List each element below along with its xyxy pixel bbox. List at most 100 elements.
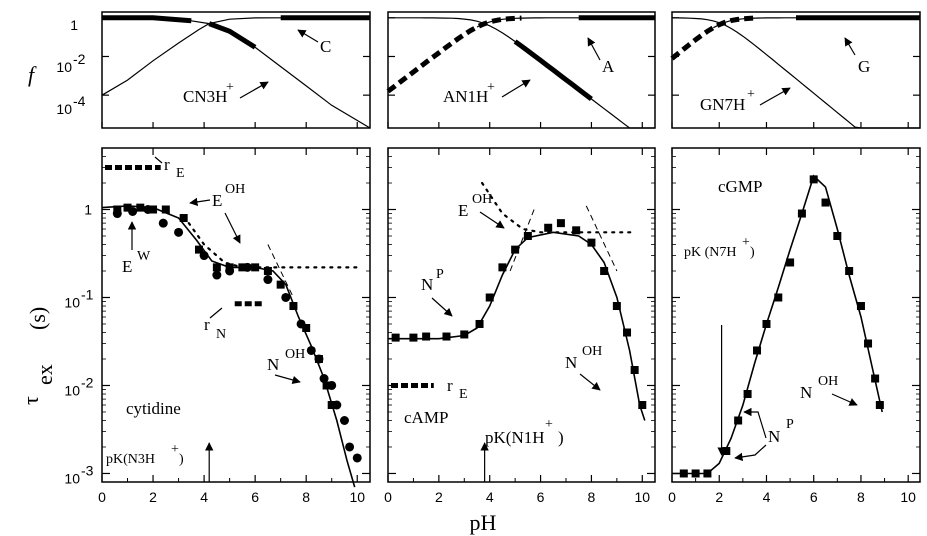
- data-point-circle: [263, 275, 273, 285]
- data-point-square: [391, 333, 400, 342]
- f-label-base: G: [858, 57, 870, 76]
- label-eoh: E: [212, 191, 222, 210]
- eoh-dotted-line: [481, 181, 636, 234]
- tau-axis-label: τ: [18, 396, 43, 405]
- f-thick-protonated: [513, 39, 593, 101]
- pk-label-end: ): [750, 245, 755, 260]
- f-curve-protonated: [388, 17, 655, 129]
- data-point-square: [263, 267, 272, 276]
- label-noh: N: [267, 355, 279, 374]
- f-label-protonated: GN7H: [700, 95, 745, 114]
- data-point-square: [409, 333, 418, 342]
- data-point-square: [587, 238, 596, 247]
- y-tick-label: 10: [64, 294, 80, 310]
- pk-label-sup: +: [171, 442, 179, 457]
- data-point-square: [722, 447, 731, 456]
- data-point-square: [149, 205, 158, 214]
- label-rn: r: [204, 315, 210, 334]
- label-noh: N: [565, 353, 577, 372]
- y-tick-exp: -2: [81, 374, 94, 390]
- f-curve-protonated: [672, 17, 920, 129]
- y-tick-label: 10: [64, 470, 80, 486]
- f-dashed-base: [386, 15, 522, 94]
- data-point-square: [212, 263, 221, 272]
- dashed-asymptote: [509, 205, 536, 272]
- f-frame: [101, 11, 371, 129]
- data-point-square: [703, 469, 712, 478]
- data-point-circle: [345, 442, 355, 452]
- data-point-square: [113, 205, 122, 214]
- data-point-square: [630, 365, 639, 374]
- data-point-circle: [174, 227, 184, 237]
- f-curve-protonated: [101, 17, 370, 96]
- x-tick-label: 10: [634, 489, 650, 505]
- x-tick-label: 8: [302, 489, 310, 505]
- data-point-circle: [281, 292, 291, 302]
- f-label-base: C: [320, 37, 331, 56]
- arrow-noh: [274, 374, 301, 385]
- pk-label-sup: +: [545, 417, 553, 432]
- pk-label: pK (N7H: [684, 245, 737, 260]
- data-point-circle: [352, 453, 362, 463]
- data-point-square: [600, 267, 609, 276]
- x-tick-label: 6: [810, 489, 818, 505]
- dashed-asymptote-2: [585, 205, 618, 272]
- label-ew-sup: W: [137, 249, 151, 264]
- x-tick-label: 4: [763, 489, 771, 505]
- f-tick-1e-2: 10: [56, 59, 72, 75]
- f-label-protonated-sup: +: [487, 80, 495, 95]
- data-point-square: [734, 416, 743, 425]
- x-tick-label: 0: [98, 489, 106, 505]
- panel-name: cytidine: [126, 399, 181, 418]
- data-point-square: [511, 245, 520, 254]
- arrow-np-2: [734, 444, 767, 462]
- data-point-square: [276, 280, 285, 289]
- pk-label-end: ): [558, 428, 564, 447]
- x-tick-label: 2: [149, 489, 157, 505]
- data-point-circle: [306, 345, 316, 355]
- f-arrow-protonated: [501, 79, 531, 98]
- arrow-eoh-2: [224, 212, 241, 244]
- data-point-square: [194, 245, 203, 254]
- data-point-square: [864, 339, 873, 348]
- y-tick-exp: -3: [81, 462, 94, 478]
- f-label-protonated-sup: +: [747, 87, 755, 102]
- data-point-square: [821, 198, 830, 207]
- data-point-square: [786, 258, 795, 267]
- data-point-square: [638, 401, 647, 410]
- panel-name: cGMP: [718, 177, 762, 196]
- data-point-circle: [339, 415, 349, 425]
- data-point-square: [485, 293, 494, 302]
- data-point-square: [238, 263, 247, 272]
- f-thick-mid: [208, 21, 257, 50]
- data-point-square: [875, 401, 884, 410]
- data-point-square: [612, 302, 621, 311]
- arrow-eoh: [189, 197, 211, 207]
- x-axis-label: pH: [470, 510, 497, 535]
- label-eoh-sup: OH: [472, 192, 492, 207]
- label-re-sub: E: [176, 166, 185, 181]
- data-point-circle: [212, 270, 222, 280]
- data-point-square: [314, 354, 323, 363]
- data-point-square: [572, 226, 581, 235]
- data-point-square: [460, 330, 469, 339]
- f-tick-1e-2-exp: -2: [73, 51, 86, 67]
- label-eoh: E: [458, 201, 468, 220]
- data-point-square: [762, 319, 771, 328]
- f-tick-1: 1: [70, 17, 78, 33]
- f-tick-1e-4: 10: [56, 101, 72, 117]
- f-arrow-base: [297, 29, 319, 43]
- x-tick-label: 4: [486, 489, 494, 505]
- f-frame: [387, 11, 656, 129]
- panel-name: cAMP: [404, 408, 448, 427]
- data-point-square: [251, 263, 260, 272]
- data-point-square: [498, 263, 507, 272]
- data-point-square: [523, 231, 532, 240]
- data-point-square: [322, 381, 331, 390]
- tau-axis-sub: ex: [32, 364, 57, 385]
- data-point-square: [833, 231, 842, 240]
- pk-label-end: ): [179, 452, 184, 467]
